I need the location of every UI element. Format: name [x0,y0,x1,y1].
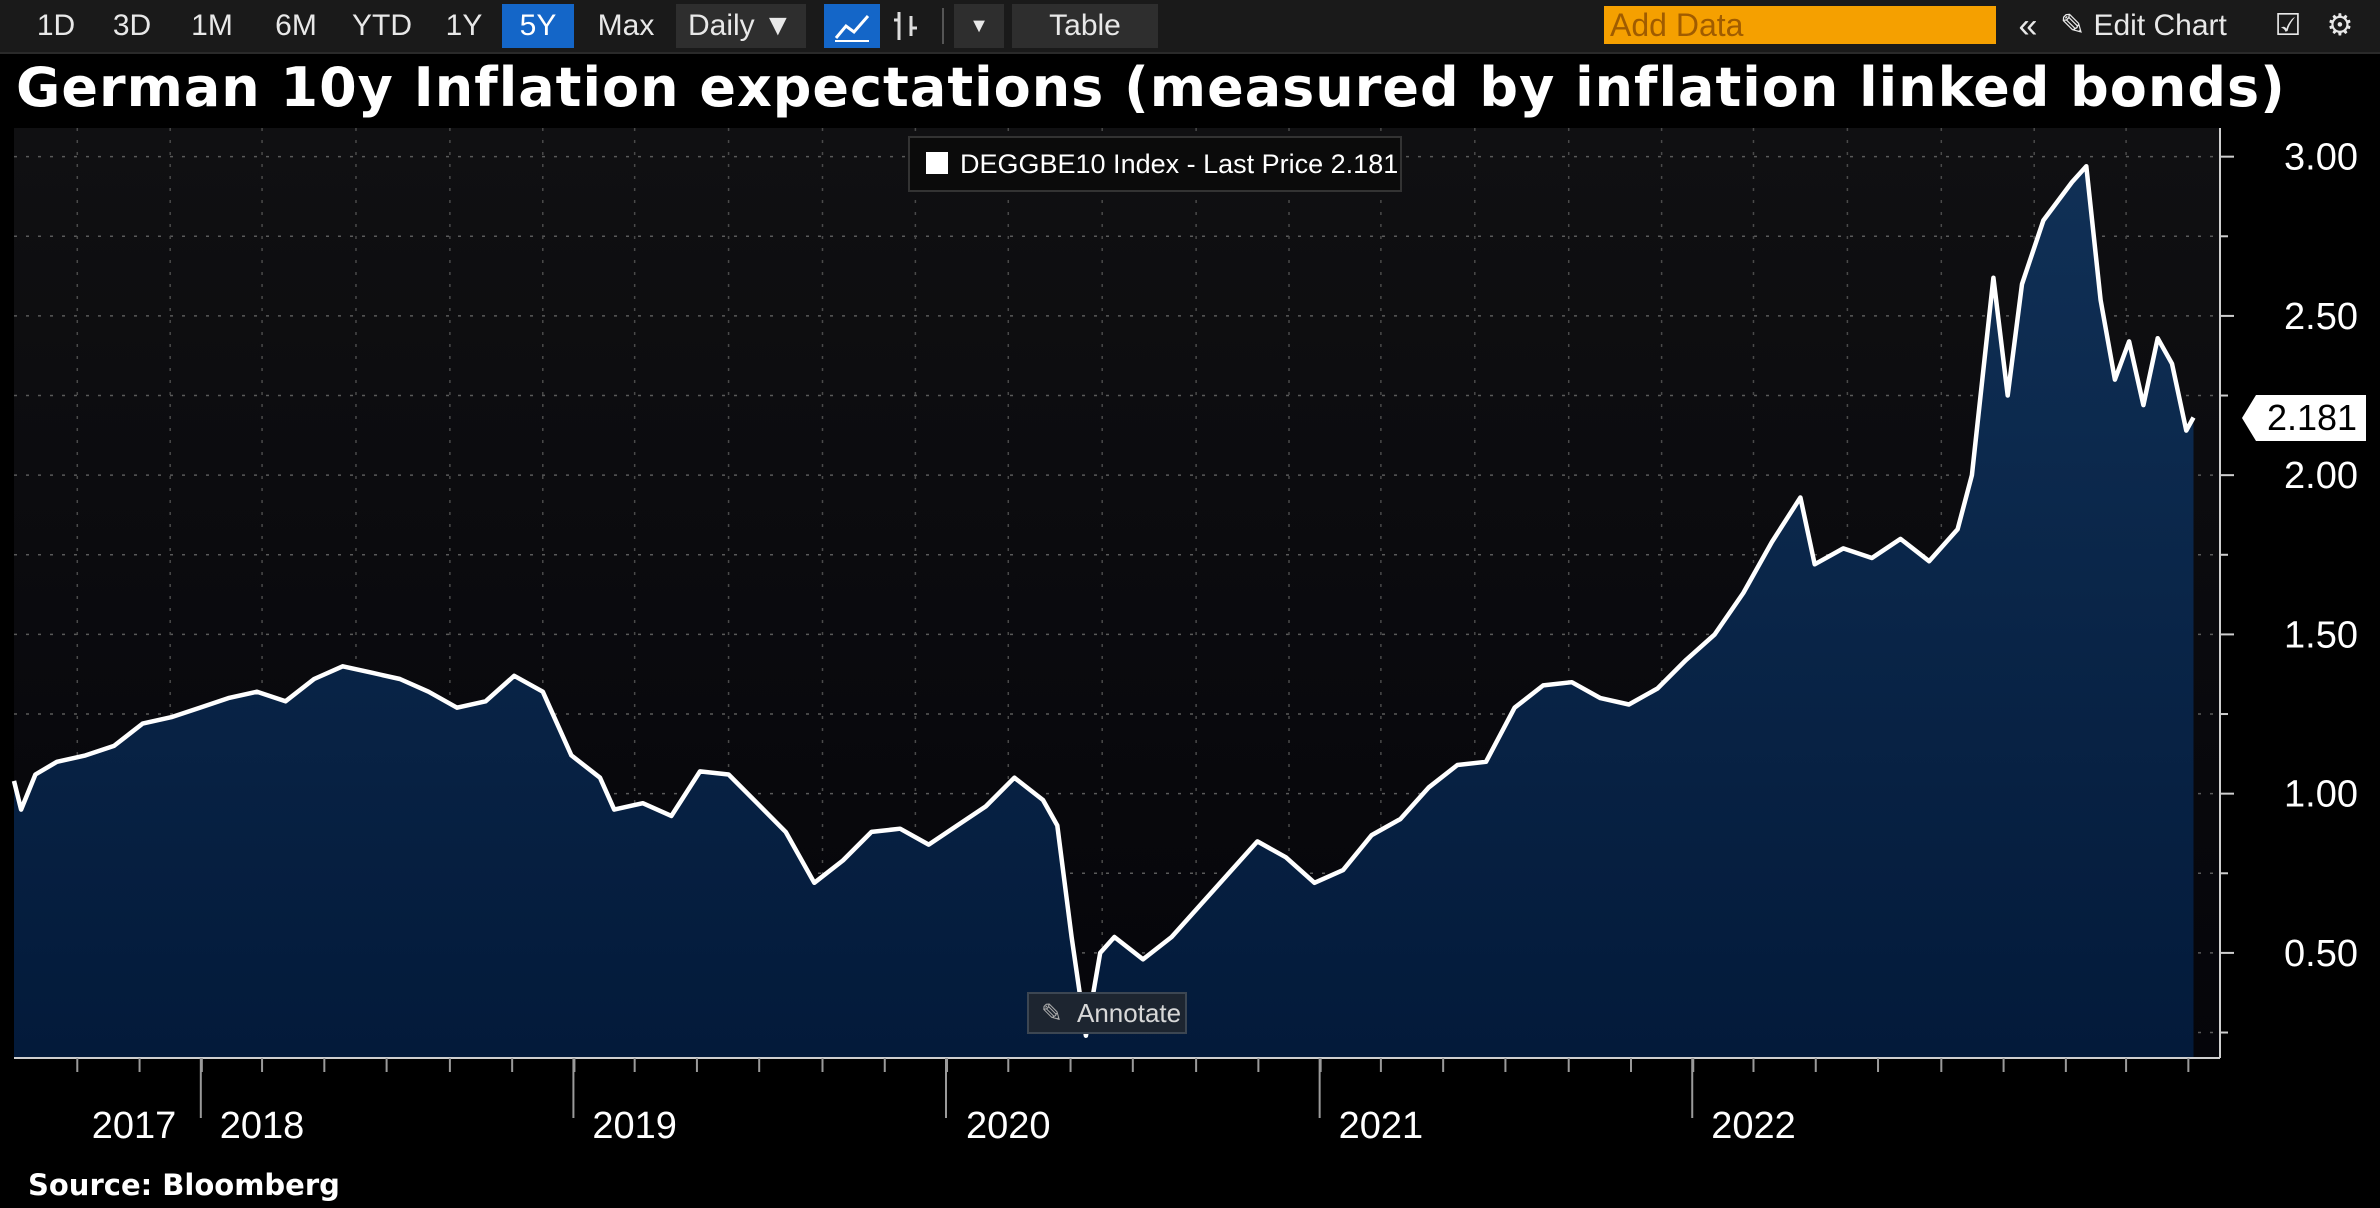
range-button-1y[interactable]: 1Y [445,9,483,42]
range-button-ytd[interactable]: YTD [352,9,412,42]
line-chart-icon[interactable] [824,4,880,48]
legend-swatch [926,152,948,174]
range-button-max[interactable]: Max [597,9,655,42]
x-tick-label: 2017 [92,1105,177,1147]
edit-icon[interactable]: ☑ [2274,9,2302,42]
last-price-label: 2.181 [2267,397,2357,438]
y-tick-label: 2.50 [2284,296,2358,338]
toolbar: 1D 3D 1M 6M YTD 1Y 5Y Max Daily ▼ ▼ Tabl… [0,0,2380,54]
series-line [11,163,2196,1038]
edit-chart-button[interactable]: ✎ Edit Chart [2060,4,2280,48]
x-tick-label: 2019 [592,1105,677,1147]
annotate-button[interactable]: ✎ Annotate [1027,992,1187,1034]
range-button-6m[interactable]: 6M [275,9,317,42]
range-button-5y[interactable]: 5Y [502,4,574,48]
dropdown-arrow-icon[interactable]: ▼ [954,4,1004,48]
legend-label: DEGGBE10 Index - Last Price 2.181 [960,149,1399,179]
x-tick-label: 2021 [1339,1105,1424,1147]
pencil-icon: ✎ [1041,998,1063,1028]
y-tick-label: 1.00 [2284,774,2358,816]
source-note: Source: Bloomberg [28,1168,340,1202]
y-tick-label: 3.00 [2284,137,2358,179]
table-button[interactable]: Table [1012,4,1158,48]
bar-chart-icon[interactable] [882,4,930,48]
gear-icon[interactable]: ⚙ [2326,9,2354,42]
range-button-1m[interactable]: 1M [191,9,233,42]
range-button-3d[interactable]: 3D [112,9,152,42]
chart-title: German 10y Inflation expectations (measu… [16,56,2286,119]
x-tick-label: 2022 [1711,1105,1796,1147]
x-tick-label: 2020 [966,1105,1051,1147]
x-tick-label: 2018 [220,1105,305,1147]
chevron-down-icon: ▼ [763,9,793,42]
series-area [14,166,2194,1058]
y-tick-label: 0.50 [2284,933,2358,975]
last-price-marker: 2.181 [2242,394,2366,441]
y-axis: 0.50 1.00 1.50 2.00 2.50 3.00 [2220,137,2358,1034]
y-tick-label: 1.50 [2284,614,2358,656]
frequency-dropdown[interactable]: Daily ▼ [676,4,806,48]
frequency-label: Daily [688,9,755,42]
x-axis: 2017 2018 2019 2020 2021 2022 [76,1058,2190,1147]
add-data-input[interactable] [1604,6,1996,44]
collapse-icon[interactable]: « [2018,7,2038,45]
pencil-icon: ✎ [2060,9,2086,42]
y-tick-label: 2.00 [2284,455,2358,497]
toolbar-divider [942,8,944,44]
range-button-1d[interactable]: 1D [36,9,76,42]
legend: DEGGBE10 Index - Last Price 2.181 [908,136,1402,192]
annotate-label: Annotate [1077,998,1182,1028]
edit-chart-label: Edit Chart [2093,9,2227,42]
